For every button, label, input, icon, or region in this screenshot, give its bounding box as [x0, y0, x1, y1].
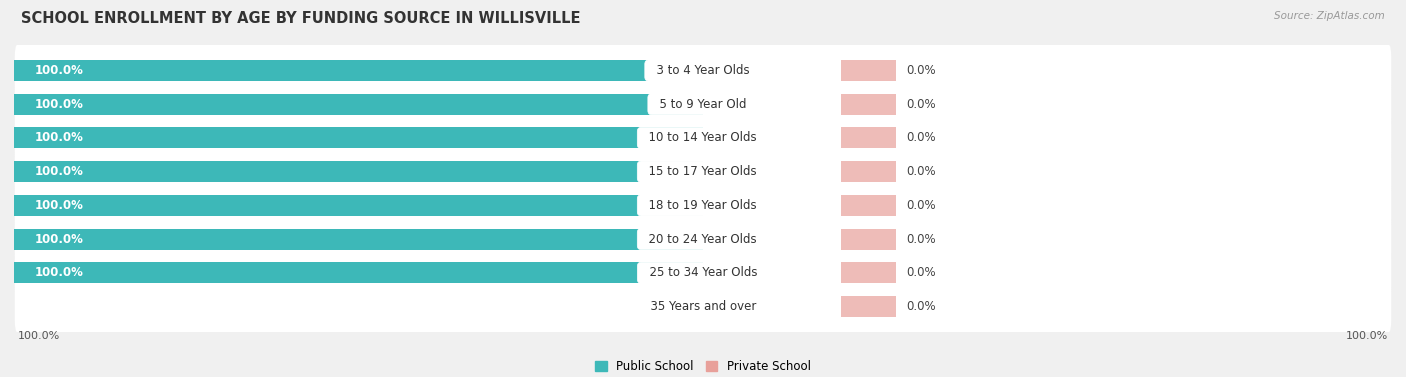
FancyBboxPatch shape [14, 146, 1392, 198]
Text: 100.0%: 100.0% [35, 199, 83, 212]
Bar [14, 94, 703, 115]
Text: 100.0%: 100.0% [35, 98, 83, 111]
Bar [841, 127, 896, 149]
Text: 0.0%: 0.0% [907, 64, 936, 77]
Text: 0.0%: 0.0% [907, 98, 936, 111]
Text: 100.0%: 100.0% [17, 331, 59, 341]
Bar [841, 94, 896, 115]
Text: 100.0%: 100.0% [35, 233, 83, 245]
Bar [841, 161, 896, 182]
FancyBboxPatch shape [14, 247, 1392, 299]
Text: 100.0%: 100.0% [35, 165, 83, 178]
Text: 0.0%: 0.0% [907, 132, 936, 144]
Bar [841, 60, 896, 81]
Text: 5 to 9 Year Old: 5 to 9 Year Old [652, 98, 754, 111]
Text: 100.0%: 100.0% [35, 64, 83, 77]
FancyBboxPatch shape [14, 280, 1392, 333]
Bar [841, 262, 896, 283]
Text: 100.0%: 100.0% [35, 132, 83, 144]
FancyBboxPatch shape [14, 78, 1392, 130]
FancyBboxPatch shape [14, 112, 1392, 164]
Text: 15 to 17 Year Olds: 15 to 17 Year Olds [641, 165, 765, 178]
Text: 0.0%: 0.0% [907, 233, 936, 245]
Text: SCHOOL ENROLLMENT BY AGE BY FUNDING SOURCE IN WILLISVILLE: SCHOOL ENROLLMENT BY AGE BY FUNDING SOUR… [21, 11, 581, 26]
Text: Source: ZipAtlas.com: Source: ZipAtlas.com [1274, 11, 1385, 21]
Text: 0.0%: 0.0% [907, 266, 936, 279]
Legend: Public School, Private School: Public School, Private School [591, 355, 815, 377]
Text: 10 to 14 Year Olds: 10 to 14 Year Olds [641, 132, 765, 144]
Bar [841, 296, 896, 317]
Text: 0.0%: 0.0% [907, 199, 936, 212]
Bar [14, 127, 703, 149]
Text: 100.0%: 100.0% [35, 266, 83, 279]
Bar [841, 195, 896, 216]
Bar [14, 161, 703, 182]
Text: 18 to 19 Year Olds: 18 to 19 Year Olds [641, 199, 765, 212]
Bar [841, 228, 896, 250]
Text: 25 to 34 Year Olds: 25 to 34 Year Olds [641, 266, 765, 279]
Text: 35 Years and over: 35 Years and over [643, 300, 763, 313]
Bar [14, 262, 703, 283]
Bar [14, 60, 703, 81]
Bar [14, 228, 703, 250]
Text: 0.0%: 0.0% [659, 300, 689, 313]
Text: 20 to 24 Year Olds: 20 to 24 Year Olds [641, 233, 765, 245]
FancyBboxPatch shape [14, 44, 1392, 97]
Text: 0.0%: 0.0% [907, 165, 936, 178]
FancyBboxPatch shape [14, 179, 1392, 231]
Text: 0.0%: 0.0% [907, 300, 936, 313]
FancyBboxPatch shape [14, 213, 1392, 265]
Text: 3 to 4 Year Olds: 3 to 4 Year Olds [650, 64, 756, 77]
Bar [14, 195, 703, 216]
Text: 100.0%: 100.0% [1347, 331, 1389, 341]
